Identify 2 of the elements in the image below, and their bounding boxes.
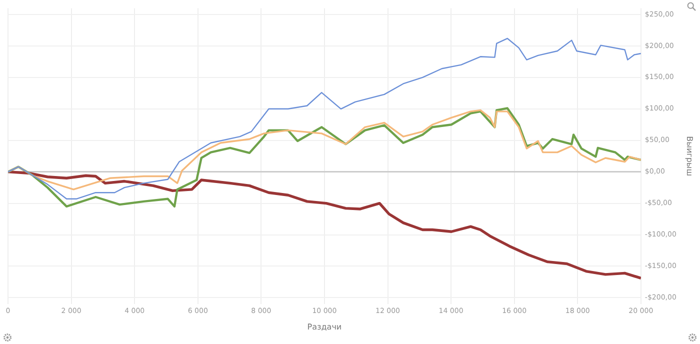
- y-axis-title: Выигрыш: [685, 136, 694, 176]
- x-axis-title: Раздачи: [307, 322, 342, 332]
